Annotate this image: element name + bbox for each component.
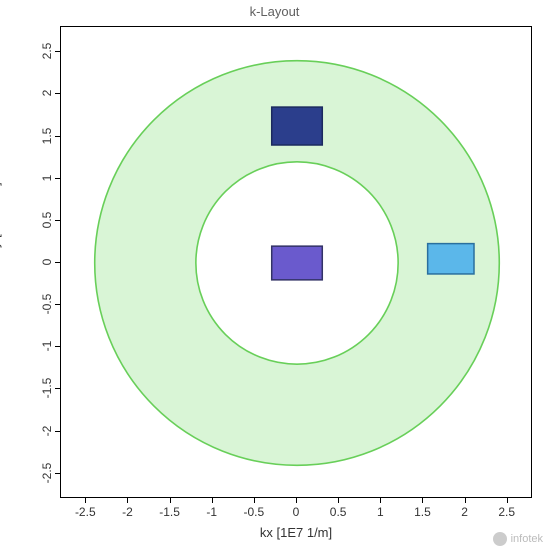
chart-title: k-Layout (0, 4, 549, 19)
x-tick-mark (212, 498, 213, 503)
y-axis-label: ky [1E7 1/m] (0, 182, 2, 254)
y-tick-mark (55, 220, 60, 221)
x-tick-label: -2.5 (75, 505, 96, 519)
y-tick-label: 1 (40, 174, 54, 181)
data-rect-2 (428, 244, 474, 274)
y-tick-label: -0.5 (40, 294, 54, 315)
y-tick-mark (55, 473, 60, 474)
x-tick-mark (296, 498, 297, 503)
x-tick-mark (380, 498, 381, 503)
y-tick-label: -2 (40, 425, 54, 436)
y-tick-mark (55, 388, 60, 389)
watermark-text: infotek (511, 533, 543, 545)
x-tick-label: 0.5 (330, 505, 347, 519)
x-tick-mark (507, 498, 508, 503)
y-tick-mark (55, 262, 60, 263)
plot-svg (61, 27, 533, 499)
watermark: infotek (493, 532, 543, 546)
x-tick-mark (338, 498, 339, 503)
y-tick-mark (55, 346, 60, 347)
x-tick-mark (85, 498, 86, 503)
y-tick-label: 1.5 (40, 127, 54, 144)
data-rect-0 (272, 246, 323, 280)
x-tick-label: 0 (293, 505, 300, 519)
x-axis-label: kx [1E7 1/m] (260, 525, 332, 540)
y-tick-mark (55, 136, 60, 137)
x-tick-label: 1.5 (414, 505, 431, 519)
y-tick-label: 0 (40, 259, 54, 266)
x-tick-label: 1 (377, 505, 384, 519)
x-tick-mark (170, 498, 171, 503)
x-tick-label: 2.5 (498, 505, 515, 519)
y-tick-label: -2.5 (40, 462, 54, 483)
x-tick-label: -1.5 (159, 505, 180, 519)
x-tick-mark (127, 498, 128, 503)
x-tick-mark (465, 498, 466, 503)
y-tick-label: -1.5 (40, 378, 54, 399)
x-tick-label: 2 (461, 505, 468, 519)
x-tick-label: -0.5 (244, 505, 265, 519)
x-tick-mark (422, 498, 423, 503)
y-tick-mark (55, 178, 60, 179)
data-rect-1 (272, 107, 323, 145)
y-tick-label: 2 (40, 90, 54, 97)
y-tick-label: 0.5 (40, 212, 54, 229)
plot-area (60, 26, 532, 498)
x-tick-label: -1 (206, 505, 217, 519)
y-tick-label: -1 (40, 341, 54, 352)
y-tick-label: 2.5 (40, 43, 54, 60)
y-tick-mark (55, 51, 60, 52)
x-tick-mark (254, 498, 255, 503)
y-tick-mark (55, 93, 60, 94)
y-tick-mark (55, 304, 60, 305)
watermark-icon (493, 532, 507, 546)
x-tick-label: -2 (122, 505, 133, 519)
y-tick-mark (55, 431, 60, 432)
